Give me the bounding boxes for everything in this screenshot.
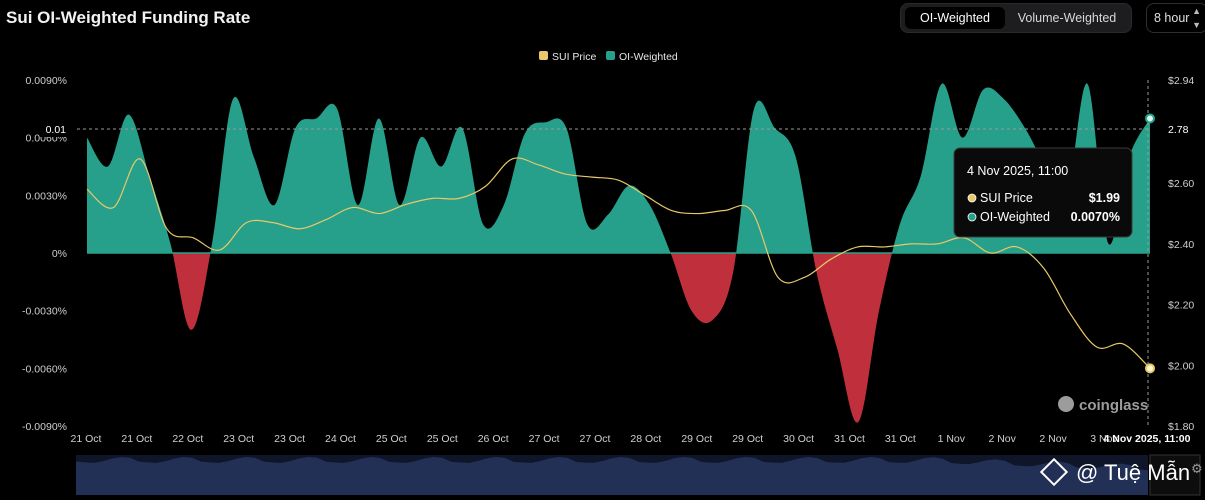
x-tick-label: 28 Oct bbox=[630, 433, 661, 445]
sui-price-end-marker bbox=[1145, 363, 1155, 374]
sui-price-line bbox=[86, 157, 1151, 369]
diamond-icon bbox=[1039, 458, 1069, 487]
navigator-handle bbox=[1149, 454, 1201, 496]
y-right-tick-label: $2.94 bbox=[1168, 75, 1194, 87]
oi-weighted-negative-area bbox=[87, 253, 1150, 423]
y-right-tick-label: $2.40 bbox=[1168, 239, 1194, 251]
x-tick-label: 25 Oct bbox=[427, 433, 458, 445]
chevron-updown-icon: ▲ ▼ bbox=[1192, 6, 1201, 30]
y-left-tick-label: 0.0090% bbox=[26, 75, 67, 87]
x-tick-label: 22 Oct bbox=[172, 433, 203, 445]
interval-value: 8 hour bbox=[1154, 11, 1190, 25]
x-tick-label: 31 Oct bbox=[834, 433, 865, 445]
tab-oi-weighted[interactable]: OI-Weighted bbox=[905, 7, 1005, 29]
legend-label-oi: OI-Weighted bbox=[619, 51, 678, 63]
weighting-toggle: OI-Weighted Volume-Weighted bbox=[900, 3, 1132, 33]
y-left-tick-label: -0.0090% bbox=[22, 421, 67, 433]
tooltip-date: 4 Nov 2025, 11:00 bbox=[967, 164, 1068, 178]
crosshair-left-label: 0.01 bbox=[46, 124, 67, 136]
x-tick-label: 30 Oct bbox=[783, 433, 814, 445]
x-tick-label: 2 Nov bbox=[1039, 433, 1067, 445]
tooltip-series-name: OI-Weighted bbox=[980, 210, 1050, 224]
y-left-tick-label: -0.0030% bbox=[22, 306, 67, 318]
watermark: @ Tuệ Mẫn bbox=[1039, 458, 1191, 487]
x-tick-label: 24 Oct bbox=[325, 433, 356, 445]
y-left-tick-label: 0% bbox=[52, 248, 67, 260]
x-tick-label: 26 Oct bbox=[478, 433, 509, 445]
x-tick-label: 4 Nov 2025, 11:00 bbox=[1104, 433, 1191, 445]
coinglass-logo-text: coinglass bbox=[1079, 397, 1148, 414]
settings-gear-icon: ⚙ bbox=[1191, 462, 1203, 477]
tooltip-dot bbox=[967, 212, 977, 222]
x-tick-label: 3 Nov bbox=[1090, 433, 1118, 445]
interval-select[interactable]: 8 hour ▲ ▼ bbox=[1146, 3, 1205, 33]
coinglass-logo-icon bbox=[1058, 396, 1074, 412]
legend-swatch-price bbox=[539, 51, 548, 60]
y-left-tick-label: -0.0060% bbox=[22, 363, 67, 375]
y-right-tick-label: $2.20 bbox=[1168, 300, 1194, 312]
y-left-tick-label: 0.0030% bbox=[26, 190, 67, 202]
x-tick-label: 21 Oct bbox=[71, 433, 102, 445]
x-tick-label: 1 Nov bbox=[938, 433, 966, 445]
y-right-tick-label: $2.00 bbox=[1168, 360, 1194, 372]
crosshair-left-label-bg bbox=[40, 121, 68, 137]
tooltip-dot bbox=[967, 193, 977, 203]
crosshair-right-label: 2.78 bbox=[1168, 124, 1189, 136]
x-tick-label: 27 Oct bbox=[580, 433, 611, 445]
x-tick-label: 25 Oct bbox=[376, 433, 407, 445]
tab-volume-weighted[interactable]: Volume-Weighted bbox=[1017, 11, 1117, 25]
crosshair-right-label-bg bbox=[1160, 121, 1200, 137]
navigator-area bbox=[76, 457, 1148, 495]
x-tick-label: 29 Oct bbox=[681, 433, 712, 445]
x-tick-label: 27 Oct bbox=[529, 433, 560, 445]
x-tick-label: 31 Oct bbox=[885, 433, 916, 445]
tooltip-series-name: SUI Price bbox=[980, 191, 1033, 205]
x-tick-label: 29 Oct bbox=[732, 433, 763, 445]
tooltip-series-value: 0.0070% bbox=[1071, 210, 1120, 224]
watermark-text: @ Tuệ Mẫn bbox=[1076, 460, 1191, 485]
oi-weighted-end-marker bbox=[1145, 113, 1155, 124]
tooltip-series-value: $1.99 bbox=[1089, 191, 1120, 205]
legend-label-price: SUI Price bbox=[552, 51, 597, 63]
tooltip-box bbox=[953, 147, 1133, 238]
page-title: Sui OI-Weighted Funding Rate bbox=[6, 8, 251, 27]
y-right-tick-label: $1.80 bbox=[1168, 421, 1194, 433]
x-tick-label: 2 Nov bbox=[988, 433, 1016, 445]
x-tick-label: 23 Oct bbox=[274, 433, 305, 445]
legend-swatch-oi bbox=[606, 51, 615, 60]
x-tick-label: 21 Oct bbox=[121, 433, 152, 445]
x-tick-label: 23 Oct bbox=[223, 433, 254, 445]
oi-weighted-positive-area bbox=[87, 83, 1150, 253]
y-right-tick-label: $2.60 bbox=[1168, 178, 1194, 190]
